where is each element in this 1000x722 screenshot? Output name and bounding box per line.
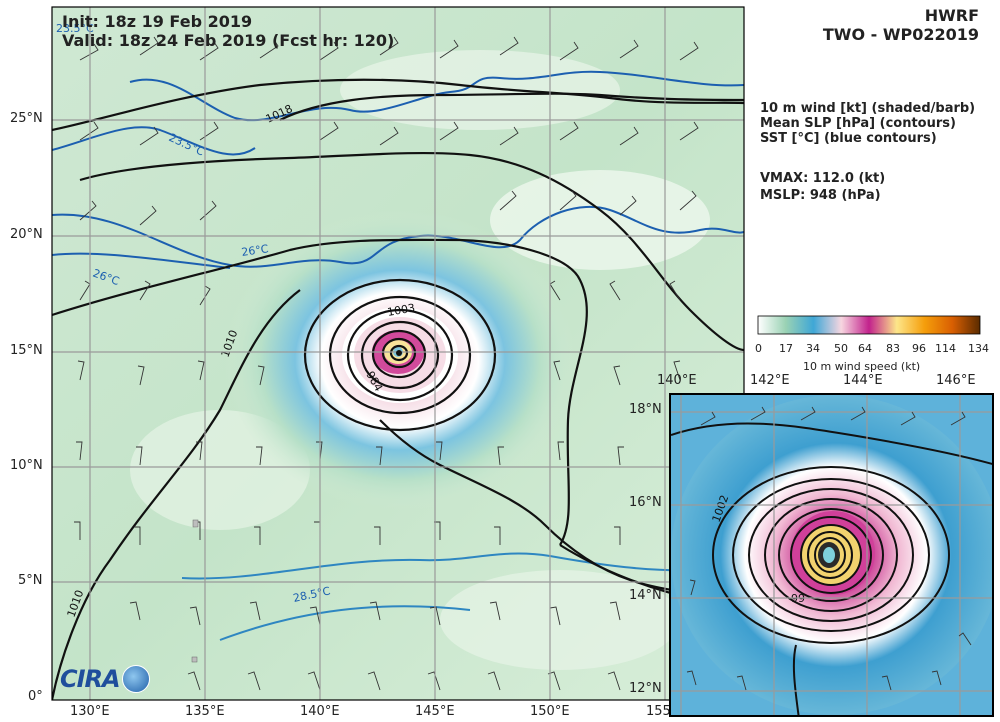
- colorbar-tick: 96: [912, 342, 926, 355]
- sst-label: 23.5°C: [56, 22, 94, 35]
- cira-logo: CIRA: [60, 664, 150, 694]
- inset-lat-tick-outer: 16°N: [629, 495, 662, 510]
- map-frame: [51, 6, 745, 701]
- globe-icon: [121, 665, 150, 693]
- sst-label: 26°C: [241, 242, 270, 259]
- lat-tick: 20°N: [10, 227, 43, 242]
- init-time: Init: 18z 19 Feb 2019: [62, 12, 253, 31]
- inset-grid: [671, 395, 992, 715]
- colorbar-tick: 0: [755, 342, 762, 355]
- zoom-inset-map[interactable]: 1002 99 18°N 16°N 14°N 12°N: [669, 393, 994, 717]
- inset-slp-contours: [671, 422, 992, 715]
- slp-contours: [52, 78, 744, 700]
- lat-tick: 10°N: [10, 458, 43, 473]
- inset-wind-barbs: [686, 406, 972, 691]
- mslp-value: MSLP: 948 (hPa): [760, 188, 881, 203]
- lat-tick: 0°: [28, 689, 43, 704]
- legend-sst: SST [°C] (blue contours): [760, 131, 937, 146]
- inset-lat-tick-outer: 12°N: [629, 681, 662, 696]
- lon-tick: 130°E: [70, 704, 110, 719]
- legend-wind: 10 m wind [kt] (shaded/barb): [760, 101, 976, 116]
- colorbar-tick: 50: [834, 342, 848, 355]
- colorbar-tick: 17: [779, 342, 793, 355]
- inset-svg: 1002 99: [671, 395, 992, 715]
- lat-tick: 5°N: [18, 573, 43, 588]
- storm-id: TWO - WP022019: [822, 25, 979, 44]
- lon-tick: 145°E: [415, 704, 455, 719]
- lon-tick: 135°E: [185, 704, 225, 719]
- lat-tick: 25°N: [10, 111, 43, 126]
- cira-logo-text: CIRA: [60, 665, 121, 693]
- slp-label: 1003: [386, 301, 416, 319]
- lat-lon-grid: [52, 7, 744, 700]
- inset-lat-tick-outer: 18°N: [629, 402, 662, 417]
- colorbar-tick: 83: [886, 342, 900, 355]
- vmax-value: VMAX: 112.0 (kt): [760, 171, 886, 186]
- colorbar-label: 10 m wind speed (kt): [803, 360, 921, 373]
- colorbar-tick: 64: [858, 342, 872, 355]
- legend-slp: Mean SLP [hPa] (contours): [760, 116, 956, 131]
- inset-lon-tick: 140°E: [657, 373, 697, 388]
- valid-time: Valid: 18z 24 Feb 2019 (Fcst hr: 120): [62, 31, 395, 50]
- colorbar-tick: 134: [968, 342, 989, 355]
- model-name: HWRF: [924, 6, 979, 25]
- lon-tick: 150°E: [530, 704, 570, 719]
- colorbar-tick: 114: [935, 342, 956, 355]
- inset-lon-tick: 144°E: [843, 373, 883, 388]
- colorbar: [757, 315, 981, 335]
- colorbar-bar: [757, 315, 981, 335]
- lon-tick: 140°E: [300, 704, 340, 719]
- inset-lon-tick: 146°E: [936, 373, 976, 388]
- inset-lat-tick-outer: 14°N: [629, 588, 662, 603]
- colorbar-tick: 34: [806, 342, 820, 355]
- inset-lon-tick: 142°E: [750, 373, 790, 388]
- lat-tick: 15°N: [10, 343, 43, 358]
- storm-center-marker: [396, 350, 402, 356]
